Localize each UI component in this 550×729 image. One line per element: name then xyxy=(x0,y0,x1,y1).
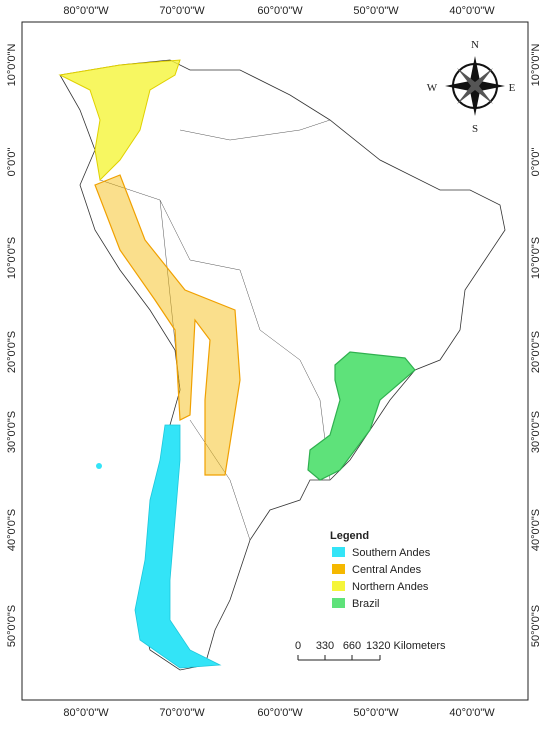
longitude-label: 80°0'0"W xyxy=(63,5,109,17)
latitude-label: 50°0'0"S xyxy=(530,605,542,647)
latitude-label: 10°0'0"S xyxy=(6,237,18,279)
compass-north: N xyxy=(471,39,479,51)
legend-label: Southern Andes xyxy=(352,547,431,559)
legend-title: Legend xyxy=(330,530,369,542)
longitude-label: 50°0'0"W xyxy=(353,707,399,719)
island xyxy=(96,463,102,469)
latitude-label: 30°0'0"S xyxy=(6,411,18,453)
longitude-label: 50°0'0"W xyxy=(353,5,399,17)
longitude-label: 80°0'0"W xyxy=(63,707,109,719)
compass-west: W xyxy=(427,82,438,94)
southern-andes-region xyxy=(134,424,222,669)
scale-label: 330 xyxy=(316,640,334,652)
latitude-label: 40°0'0"S xyxy=(530,509,542,551)
scale-label: 1320 Kilometers xyxy=(366,640,446,652)
longitude-label: 40°0'0"W xyxy=(449,707,495,719)
longitude-label: 60°0'0"W xyxy=(257,5,303,17)
latitude-label: 10°0'0"S xyxy=(530,237,542,279)
latitude-label: 30°0'0"S xyxy=(530,411,542,453)
latitude-label: 20°0'0"S xyxy=(530,331,542,373)
latitude-label: 40°0'0"S xyxy=(6,509,18,551)
scale-label: 660 xyxy=(343,640,361,652)
legend-swatch xyxy=(332,598,345,608)
brazil-region xyxy=(307,351,416,481)
legend-label: Central Andes xyxy=(352,564,422,576)
longitude-label: 40°0'0"W xyxy=(449,5,495,17)
latitude-label: 0°0'0" xyxy=(530,148,542,177)
latitude-label: 20°0'0"S xyxy=(6,331,18,373)
latitude-label: 0°0'0" xyxy=(6,148,18,177)
compass-rose xyxy=(445,56,505,116)
longitude-label: 70°0'0"W xyxy=(159,5,205,17)
legend-label: Brazil xyxy=(352,598,380,610)
longitude-label: 60°0'0"W xyxy=(257,707,303,719)
legend-label: Northern Andes xyxy=(352,581,429,593)
latitude-label: 50°0'0"S xyxy=(6,605,18,647)
scale-label: 0 xyxy=(295,640,301,652)
central-andes-region xyxy=(94,174,241,476)
legend-swatch xyxy=(332,581,345,591)
compass-east: E xyxy=(509,82,516,94)
legend-swatch xyxy=(332,547,345,557)
latitude-label: 10°0'0"N xyxy=(6,44,18,87)
longitude-label: 70°0'0"W xyxy=(159,707,205,719)
legend-swatch xyxy=(332,564,345,574)
compass-south: S xyxy=(472,123,478,135)
latitude-label: 10°0'0"N xyxy=(530,44,542,87)
northern-andes-region xyxy=(58,59,181,182)
